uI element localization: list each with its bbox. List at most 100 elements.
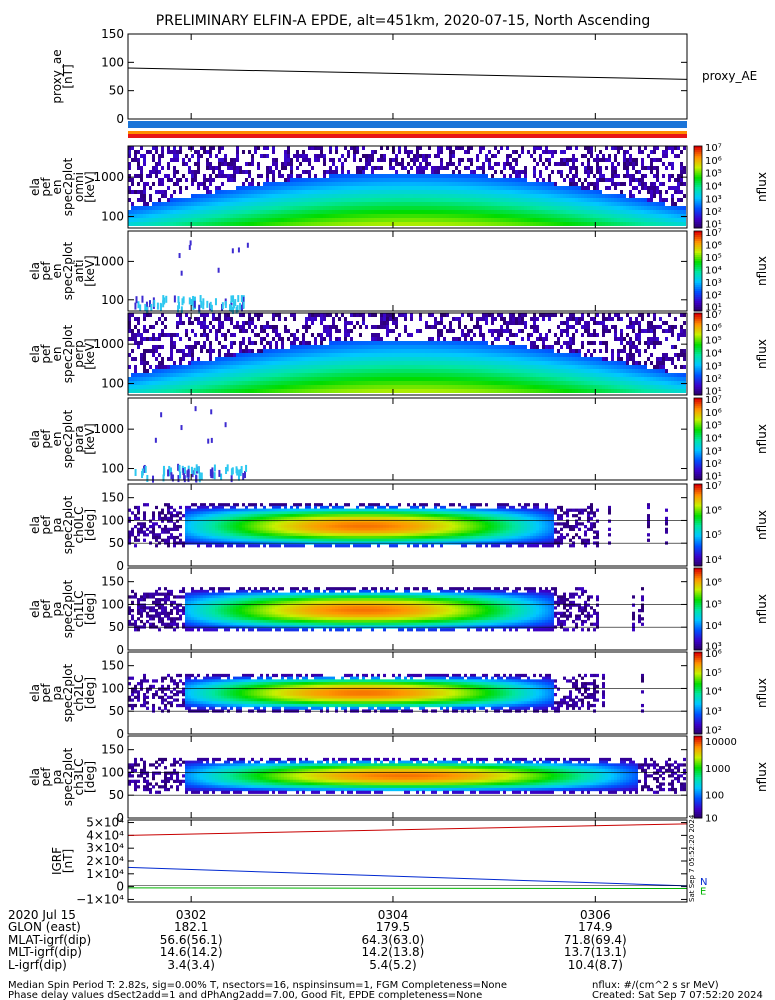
heatmap-cell [218, 162, 221, 166]
heatmap-cell [224, 365, 227, 369]
heatmap-cell [476, 373, 479, 377]
heatmap-cell [224, 333, 227, 337]
heatmap-cell [341, 170, 344, 174]
heatmap-cell [308, 186, 311, 190]
heatmap-cell [515, 170, 518, 174]
heatmap-cell [521, 194, 524, 198]
heatmap-cell [434, 365, 437, 369]
heatmap-cell [662, 206, 665, 210]
heatmap-cell [416, 365, 419, 369]
heatmap-cell [491, 389, 494, 393]
heatmap-cell [221, 361, 224, 365]
heatmap-cell [242, 150, 245, 154]
heatmap-cell [206, 150, 209, 154]
heatmap-cell [353, 357, 356, 361]
heatmap-cell [329, 174, 332, 178]
heatmap-cell [374, 341, 377, 345]
heatmap-cell [338, 194, 341, 198]
heatmap-cell [419, 166, 422, 170]
heatmap-cell [608, 218, 611, 222]
heatmap-cell [275, 345, 278, 349]
heatmap-cell [326, 170, 329, 174]
heatmap-cell [293, 373, 296, 377]
heatmap-cell [635, 222, 638, 226]
heatmap-cell [515, 373, 518, 377]
heatmap-cell [656, 170, 659, 174]
heatmap-cell [407, 210, 410, 214]
heatmap-cell [428, 206, 431, 210]
heatmap-cell [152, 218, 155, 222]
heatmap-cell [407, 381, 410, 385]
heatmap-cell [623, 166, 626, 170]
heatmap-cell [200, 333, 203, 337]
heatmap-cell [467, 353, 470, 357]
heatmap-cell [488, 357, 491, 361]
heatmap-cell [371, 194, 374, 198]
heatmap-cell [653, 194, 656, 198]
heatmap-cell [287, 174, 290, 178]
heatmap-cell [407, 389, 410, 393]
heatmap-cell [611, 170, 614, 174]
heatmap-cell [308, 182, 311, 186]
colorbar-segment [694, 291, 702, 294]
heatmap-cell [611, 174, 614, 178]
heatmap-cell [254, 377, 257, 381]
heatmap-cell [167, 198, 170, 202]
heatmap-cell [320, 218, 323, 222]
heatmap-cell [608, 194, 611, 198]
heatmap-cell [524, 198, 527, 202]
heatmap-cell [221, 214, 224, 218]
heatmap-cell [656, 214, 659, 218]
heatmap-cell [305, 385, 308, 389]
heatmap-cell [503, 381, 506, 385]
heatmap-cell [383, 345, 386, 349]
heatmap-cell [386, 174, 389, 178]
heatmap-cell [134, 150, 137, 154]
heatmap-cell [299, 381, 302, 385]
heatmap-cell [248, 186, 251, 190]
heatmap-cell [611, 182, 614, 186]
heatmap-cell [323, 194, 326, 198]
heatmap-cell [491, 206, 494, 210]
heatmap-cell [383, 186, 386, 190]
heatmap-cell [344, 385, 347, 389]
heatmap-cell [329, 345, 332, 349]
heatmap-cell [191, 210, 194, 214]
heatmap-cell [356, 170, 359, 174]
heatmap-cell [524, 170, 527, 174]
heatmap-cell [180, 306, 183, 314]
heatmap-cell [299, 349, 302, 353]
heatmap-cell [263, 329, 266, 333]
heatmap-cell [374, 190, 377, 194]
heatmap-cell [623, 198, 626, 202]
heatmap-cell [284, 357, 287, 361]
heatmap-cell [590, 154, 593, 158]
heatmap-cell [320, 321, 323, 325]
heatmap-cell [608, 214, 611, 218]
heatmap-cell [308, 206, 311, 210]
heatmap-cell [362, 154, 365, 158]
heatmap-cell [302, 214, 305, 218]
heatmap-cell [203, 146, 206, 150]
heatmap-cell [263, 353, 266, 357]
heatmap-cell [461, 202, 464, 206]
heatmap-cell [485, 198, 488, 202]
heatmap-cell [344, 329, 347, 333]
heatmap-cell [422, 214, 425, 218]
heatmap-cell [251, 353, 254, 357]
heatmap-cell [353, 365, 356, 369]
heatmap-cell [128, 154, 131, 158]
heatmap-cell [380, 182, 383, 186]
heatmap-cell [233, 357, 236, 361]
heatmap-cell [170, 377, 173, 381]
heatmap-cell [152, 337, 155, 341]
heatmap-cell [380, 174, 383, 178]
heatmap-cell [431, 337, 434, 341]
heatmap-cell [299, 162, 302, 166]
heatmap-cell [503, 353, 506, 357]
heatmap-cell [365, 377, 368, 381]
heatmap-cell [209, 214, 212, 218]
heatmap-cell [134, 369, 137, 373]
heatmap-cell [143, 202, 146, 206]
heatmap-cell [173, 341, 176, 345]
